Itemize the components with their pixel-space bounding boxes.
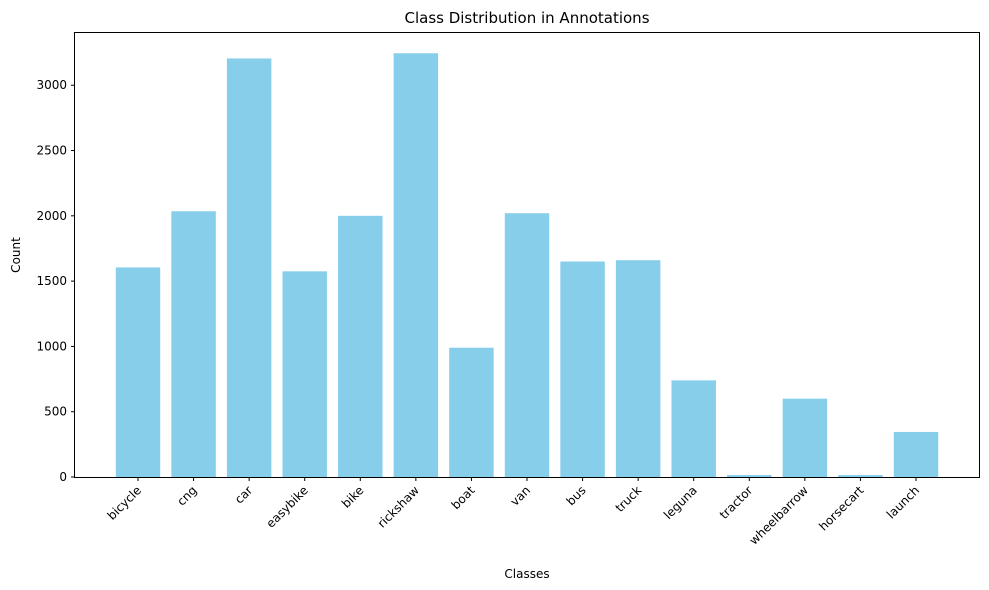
bar-horsecart	[838, 475, 883, 477]
x-tick-label-wheelbarrow: wheelbarrow	[747, 483, 812, 548]
bar-tractor	[727, 475, 772, 477]
x-tick-label-easybike: easybike	[263, 483, 310, 530]
x-tick-label-rickshaw: rickshaw	[375, 483, 422, 530]
y-tick-label-500: 500	[44, 405, 67, 419]
x-tick-label-van: van	[508, 483, 534, 509]
x-tick-label-launch: launch	[884, 483, 922, 521]
x-tick-label-leguna: leguna	[661, 483, 700, 522]
bar-boat	[449, 347, 494, 477]
y-tick-label-3000: 3000	[36, 78, 67, 92]
bar-leguna	[671, 380, 716, 477]
x-axis-label: Classes	[504, 567, 549, 581]
y-tick-label-1500: 1500	[36, 274, 67, 288]
x-tick-label-bus: bus	[564, 483, 589, 508]
x-tick-label-horsecart: horsecart	[816, 483, 866, 533]
y-tick-label-2000: 2000	[36, 209, 67, 223]
chart-title: Class Distribution in Annotations	[404, 9, 649, 27]
bar-cng	[171, 211, 216, 477]
x-tick-label-car: car	[232, 483, 255, 506]
bar-easybike	[282, 271, 327, 477]
y-axis: 0 500 1000 1500 2000 2500 3000	[36, 78, 75, 484]
x-tick-label-bicycle: bicycle	[105, 483, 145, 523]
x-tick-label-boat: boat	[449, 483, 478, 512]
x-tick-label-bike: bike	[339, 483, 366, 510]
bar-bus	[560, 261, 605, 477]
bar-wheelbarrow	[782, 398, 828, 477]
bar-van	[504, 213, 550, 477]
bar-truck	[615, 260, 661, 477]
bar-car	[226, 58, 272, 478]
bar-bike	[338, 215, 383, 477]
x-tick-label-truck: truck	[613, 483, 645, 515]
bars-group	[115, 53, 939, 478]
x-tick-label-tractor: tractor	[717, 483, 756, 522]
x-axis: bicycle cng car easybike bike rickshaw boat van…	[105, 477, 922, 548]
bar-bicycle	[115, 267, 161, 477]
bar-launch	[893, 431, 939, 477]
y-tick-label-1000: 1000	[36, 339, 67, 353]
y-tick-label-2500: 2500	[36, 144, 67, 158]
x-tick-label-cng: cng	[174, 483, 199, 508]
bar-rickshaw	[393, 53, 439, 478]
y-axis-label: Count	[9, 237, 23, 273]
y-tick-label-0: 0	[59, 470, 67, 484]
